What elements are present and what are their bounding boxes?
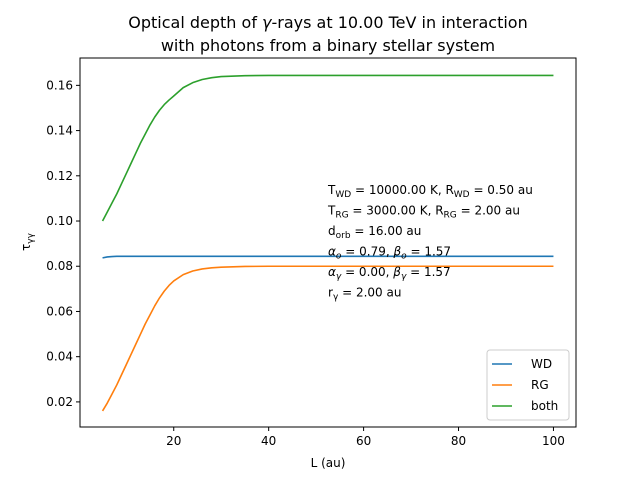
legend-label-rg: RG [531,378,549,392]
y-axis: 0.02 0.04 0.06 0.08 0.10 0.12 0.14 0.16 [46,78,80,409]
y-tick-label: 0.12 [46,169,73,183]
y-tick-label: 0.04 [46,350,73,364]
chart-title-line1: Optical depth of γ-rays at 10.00 TeV in … [128,13,527,32]
annotation-line: αo = 0.79, βo = 1.57 [328,245,451,262]
legend-label-both: both [531,399,558,413]
x-axis: 20 40 60 80 100 [166,427,565,448]
legend-box [486,349,570,421]
x-tick-label: 60 [356,434,371,448]
annotation-line: rγ = 2.00 au [328,286,401,303]
y-tick-label: 0.14 [46,124,73,138]
y-tick-label: 0.02 [46,395,73,409]
x-axis-label: L (au) [311,456,346,470]
y-tick-label: 0.16 [46,78,73,92]
annotation-line: TWD = 10000.00 K, RWD = 0.50 au [327,183,533,200]
y-tick-label: 0.08 [46,259,73,273]
y-tick-label: 0.10 [46,214,73,228]
x-tick-label: 100 [542,434,565,448]
series-line-rg [101,265,554,412]
series-layer [101,74,554,412]
y-tick-label: 0.06 [46,304,73,318]
legend-label-wd: WD [531,357,552,371]
annotation-line: dorb = 16.00 au [328,224,421,241]
series-line-both [101,74,554,222]
chart-title-line2: with photons from a binary stellar syste… [161,36,495,55]
x-tick-label: 20 [166,434,181,448]
x-tick-label: 40 [261,434,276,448]
annotation-line: αγ = 0.00, βγ = 1.57 [328,265,451,282]
annotation-line: TRG = 3000.00 K, RRG = 2.00 au [327,204,520,221]
plot-area [79,57,577,428]
y-axis-label: τγγ [19,232,36,251]
parameter-annotation: TWD = 10000.00 K, RWD = 0.50 au TRG = 300… [327,183,533,303]
x-tick-label: 80 [451,434,466,448]
legend: WD RG both [486,349,570,421]
series-line-wd [102,255,554,259]
